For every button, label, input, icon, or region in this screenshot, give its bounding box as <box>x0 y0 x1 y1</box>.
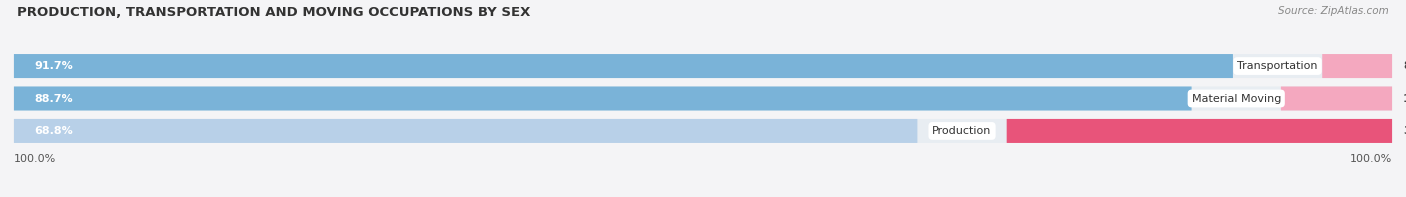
FancyBboxPatch shape <box>14 54 1233 78</box>
FancyBboxPatch shape <box>14 119 917 143</box>
Text: 100.0%: 100.0% <box>1350 154 1392 164</box>
FancyBboxPatch shape <box>1007 119 1392 143</box>
FancyBboxPatch shape <box>1281 86 1392 111</box>
Text: 31.2%: 31.2% <box>1403 126 1406 136</box>
Text: Source: ZipAtlas.com: Source: ZipAtlas.com <box>1278 6 1389 16</box>
Text: Transportation: Transportation <box>1237 61 1317 71</box>
FancyBboxPatch shape <box>14 86 1392 111</box>
FancyBboxPatch shape <box>1322 54 1392 78</box>
Text: 68.8%: 68.8% <box>35 126 73 136</box>
FancyBboxPatch shape <box>14 119 1392 143</box>
Text: 100.0%: 100.0% <box>14 154 56 164</box>
FancyBboxPatch shape <box>14 86 1192 111</box>
Text: 91.7%: 91.7% <box>35 61 73 71</box>
Text: 88.7%: 88.7% <box>35 94 73 103</box>
Text: Production: Production <box>932 126 991 136</box>
Text: Material Moving: Material Moving <box>1191 94 1281 103</box>
Text: PRODUCTION, TRANSPORTATION AND MOVING OCCUPATIONS BY SEX: PRODUCTION, TRANSPORTATION AND MOVING OC… <box>17 6 530 19</box>
Text: 11.3%: 11.3% <box>1403 94 1406 103</box>
FancyBboxPatch shape <box>14 54 1392 78</box>
Text: 8.3%: 8.3% <box>1403 61 1406 71</box>
